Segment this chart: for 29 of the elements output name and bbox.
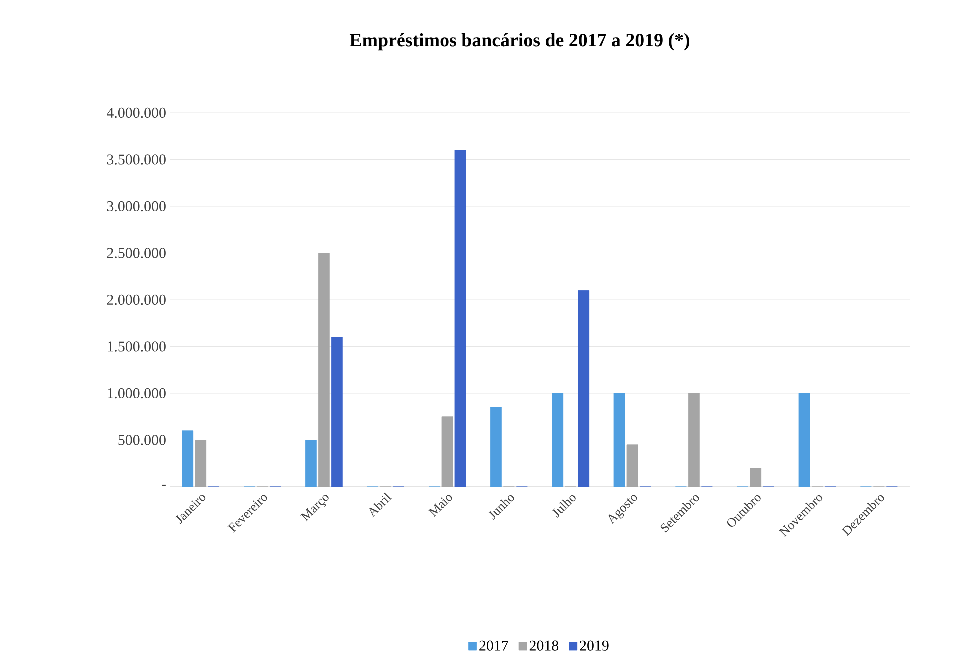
y-tick-label: 500.000 [118, 435, 166, 446]
y-tick-label: 2.500.000 [107, 248, 166, 258]
x-tick-label: Maio [428, 495, 452, 518]
bar [305, 440, 317, 488]
bar [442, 416, 454, 488]
y-tick-label: 3.000.000 [107, 201, 166, 212]
bar [688, 393, 700, 488]
bar [798, 393, 810, 488]
y-tick-label: - [162, 484, 166, 486]
y-tick-label: 3.500.000 [107, 154, 166, 165]
bar [331, 337, 343, 488]
y-tick-label: 1.500.000 [108, 342, 166, 352]
y-tick-label: 2.000.000 [107, 294, 166, 306]
bar [614, 393, 626, 488]
bar [490, 407, 502, 488]
bar [454, 150, 466, 488]
bar [578, 290, 590, 488]
bar [626, 444, 638, 488]
legend-label: 2019 [580, 640, 609, 651]
y-tick-label: 4.000.000 [107, 108, 166, 118]
bar [318, 253, 330, 488]
bar [182, 430, 194, 488]
chart-title: Empréstimos bancários de 2017 a 2019 (*) [350, 33, 690, 51]
bar [750, 468, 762, 488]
y-tick-label: 1.000.000 [108, 388, 166, 399]
legend-label: 2018 [530, 640, 559, 651]
bar [195, 440, 207, 488]
bar [552, 393, 564, 488]
legend-label: 2017 [480, 640, 508, 651]
